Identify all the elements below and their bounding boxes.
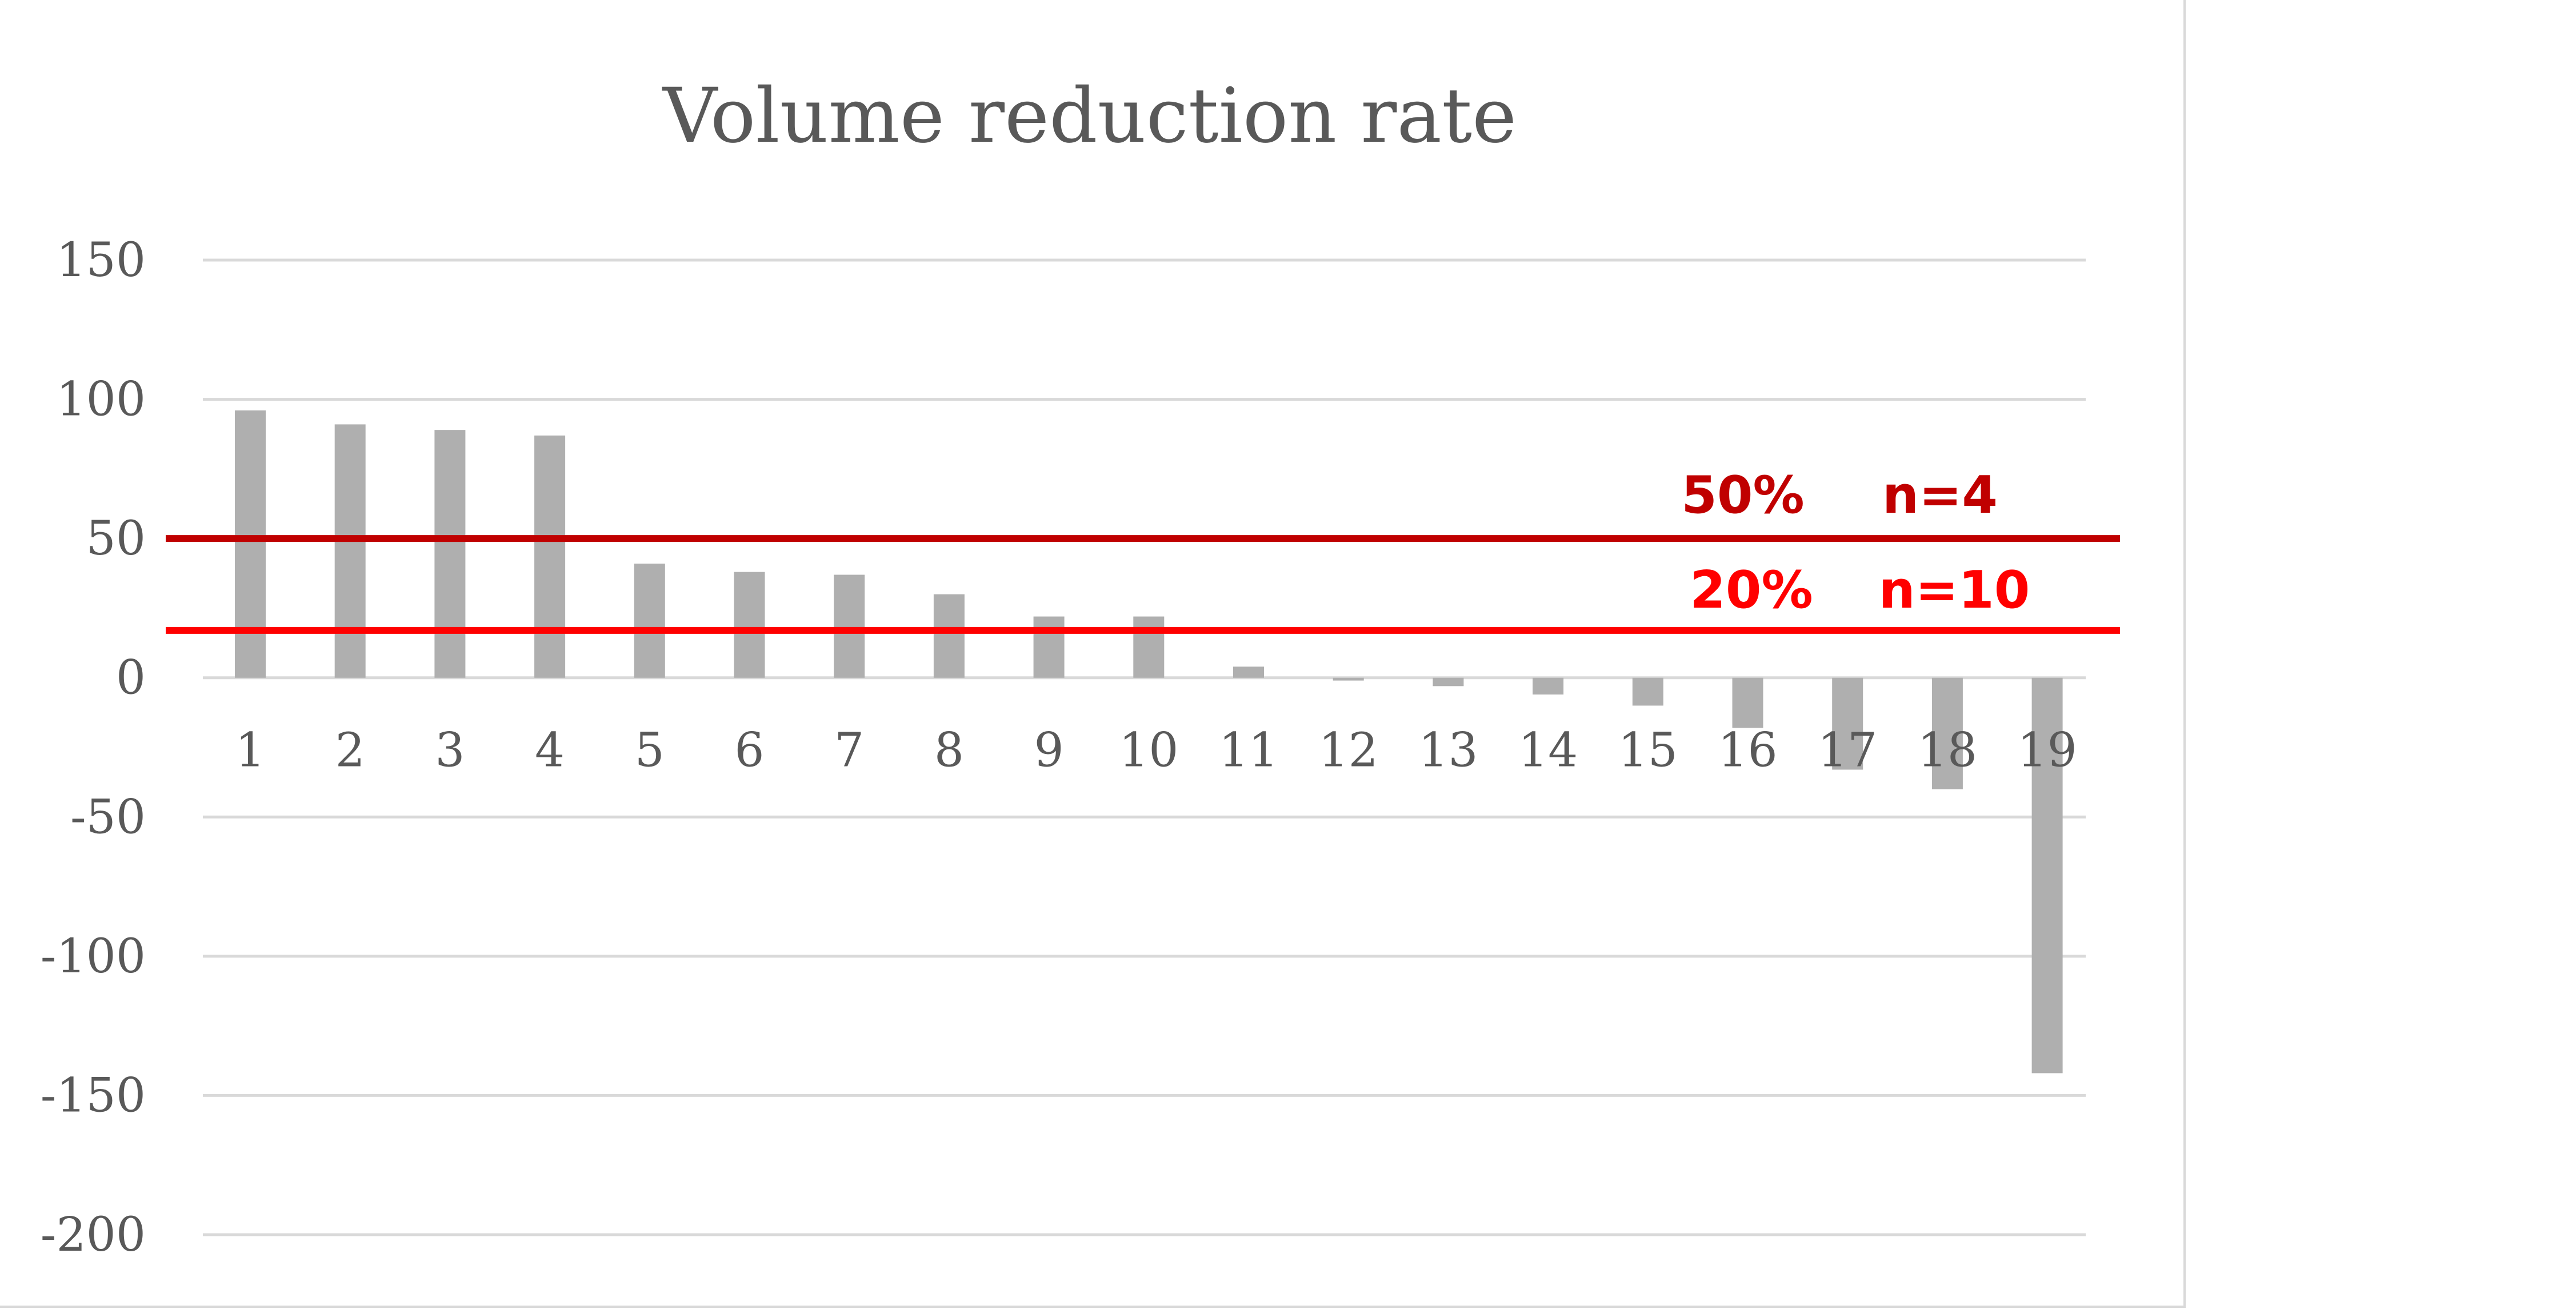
x-tick-label: 15 <box>1618 724 1678 778</box>
x-axis-tick-labels: 1 2 3 4 5 6 7 8 9 10 11 12 13 14 15 16 17 18 19 <box>235 724 2077 778</box>
bar <box>933 594 965 678</box>
bar <box>2031 677 2063 1073</box>
chart-frame: Volume reduction rate 150 100 50 0 -50 -100 -1… <box>0 0 2186 1308</box>
x-tick-label: 5 <box>635 724 665 778</box>
x-tick-label: 18 <box>1918 724 1977 778</box>
y-tick-label: 50 <box>86 512 146 566</box>
x-tick-label: 6 <box>734 724 764 778</box>
x-tick-label: 8 <box>934 724 964 778</box>
y-tick-label: 150 <box>56 233 146 288</box>
x-tick-label: 1 <box>235 724 265 778</box>
x-tick-label: 12 <box>1319 724 1378 778</box>
bar <box>634 563 665 678</box>
bar <box>1832 677 1863 770</box>
y-axis-tick-labels: 150 100 50 0 -50 -100 -150 -200 <box>41 233 146 1262</box>
y-tick-label: 0 <box>116 651 146 705</box>
x-tick-label: 14 <box>1518 724 1578 778</box>
bar <box>1433 677 1464 687</box>
bar <box>734 572 765 678</box>
reference-line-percent-label: 20% <box>1690 560 1813 620</box>
y-tick-label: -50 <box>70 790 146 844</box>
bar <box>1732 677 1763 728</box>
x-tick-label: 11 <box>1219 724 1278 778</box>
x-tick-label: 16 <box>1718 724 1777 778</box>
x-tick-label: 19 <box>2017 724 2077 778</box>
bar <box>534 435 566 678</box>
reference-lines: 50% n=4 20% n=10 <box>166 465 2120 634</box>
bar <box>1533 677 1564 695</box>
bars <box>235 410 2063 1073</box>
bar <box>235 410 266 678</box>
bar <box>1133 616 1165 678</box>
bar-chart: Volume reduction rate 150 100 50 0 -50 -100 -1… <box>41 72 2120 1262</box>
y-tick-label: -150 <box>41 1068 146 1123</box>
x-tick-label: 4 <box>535 724 565 778</box>
bar <box>434 430 466 678</box>
y-tick-label: -200 <box>41 1208 146 1262</box>
reference-line-count-label: n=10 <box>1879 560 2030 620</box>
x-tick-label: 3 <box>435 724 465 778</box>
chart-title: Volume reduction rate <box>662 72 1517 160</box>
x-tick-label: 10 <box>1119 724 1178 778</box>
reference-line-percent-label: 50% <box>1681 465 1804 525</box>
x-tick-label: 9 <box>1034 724 1064 778</box>
x-tick-label: 2 <box>335 724 365 778</box>
reference-line-count-label: n=4 <box>1882 465 1998 525</box>
x-tick-label: 7 <box>834 724 864 778</box>
x-tick-label: 13 <box>1418 724 1478 778</box>
y-tick-label: -100 <box>41 929 146 984</box>
bar <box>1233 667 1264 678</box>
bar <box>1632 677 1663 706</box>
bar <box>334 424 366 678</box>
bar <box>1033 616 1065 678</box>
y-tick-label: 100 <box>56 373 146 427</box>
bar <box>1931 677 1963 789</box>
bar <box>834 574 865 678</box>
bar <box>1333 677 1364 681</box>
x-tick-label: 17 <box>1818 724 1877 778</box>
